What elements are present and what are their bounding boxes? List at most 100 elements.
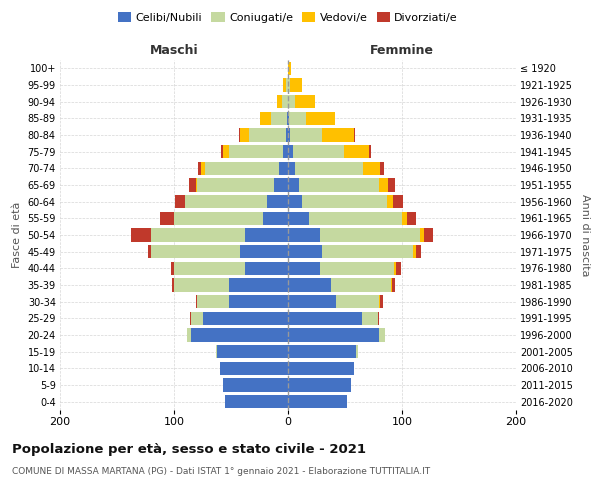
Bar xyxy=(308,212,402,225)
Bar xyxy=(288,162,295,175)
Bar xyxy=(174,212,263,225)
Bar xyxy=(286,78,288,92)
Bar xyxy=(413,245,416,258)
Bar xyxy=(306,112,335,125)
Bar xyxy=(226,395,288,408)
Bar xyxy=(263,212,288,225)
Bar xyxy=(202,162,205,175)
Bar xyxy=(416,245,421,258)
Bar xyxy=(283,95,288,108)
Bar xyxy=(197,295,229,308)
Bar xyxy=(322,245,413,258)
Bar xyxy=(394,262,396,275)
Bar xyxy=(174,262,245,275)
Bar xyxy=(293,145,344,158)
Bar xyxy=(393,195,403,208)
Bar xyxy=(331,278,391,291)
Bar xyxy=(379,178,388,192)
Bar xyxy=(420,228,424,241)
Bar xyxy=(344,145,369,158)
Bar xyxy=(288,228,320,241)
Bar xyxy=(288,362,354,375)
Bar xyxy=(379,328,385,342)
Bar xyxy=(240,128,249,141)
Bar xyxy=(223,378,288,392)
Bar xyxy=(320,228,420,241)
Bar xyxy=(271,112,287,125)
Bar xyxy=(288,145,293,158)
Text: Femmine: Femmine xyxy=(370,44,434,57)
Legend: Celibi/Nubili, Coniugati/e, Vedovi/e, Divorziati/e: Celibi/Nubili, Coniugati/e, Vedovi/e, Di… xyxy=(113,8,463,28)
Bar xyxy=(378,312,379,325)
Bar xyxy=(320,262,394,275)
Bar xyxy=(302,195,387,208)
Bar xyxy=(189,178,196,192)
Bar xyxy=(289,112,306,125)
Text: Maschi: Maschi xyxy=(149,44,199,57)
Bar xyxy=(288,95,295,108)
Bar xyxy=(205,162,279,175)
Bar xyxy=(407,212,416,225)
Bar xyxy=(380,295,383,308)
Bar xyxy=(170,262,174,275)
Bar xyxy=(356,345,358,358)
Y-axis label: Anni di nascita: Anni di nascita xyxy=(580,194,590,276)
Bar xyxy=(286,128,288,141)
Bar xyxy=(260,112,271,125)
Bar xyxy=(174,278,229,291)
Bar xyxy=(239,128,240,141)
Bar xyxy=(197,178,274,192)
Bar xyxy=(362,312,378,325)
Bar xyxy=(392,278,395,291)
Bar xyxy=(151,245,240,258)
Bar xyxy=(288,295,336,308)
Text: COMUNE DI MASSA MARTANA (PG) - Dati ISTAT 1° gennaio 2021 - Elaborazione TUTTITA: COMUNE DI MASSA MARTANA (PG) - Dati ISTA… xyxy=(12,468,430,476)
Bar xyxy=(196,178,197,192)
Bar xyxy=(288,262,320,275)
Bar xyxy=(288,345,356,358)
Bar xyxy=(190,312,191,325)
Bar xyxy=(288,278,331,291)
Bar xyxy=(187,328,191,342)
Bar xyxy=(191,328,288,342)
Bar xyxy=(379,295,380,308)
Bar xyxy=(151,228,245,241)
Bar xyxy=(288,62,292,75)
Bar xyxy=(221,145,223,158)
Bar xyxy=(288,195,302,208)
Bar xyxy=(283,78,286,92)
Bar xyxy=(277,95,283,108)
Bar xyxy=(354,128,355,141)
Bar xyxy=(322,128,354,141)
Bar xyxy=(402,212,407,225)
Bar xyxy=(198,162,202,175)
Bar xyxy=(397,262,401,275)
Bar xyxy=(229,278,288,291)
Bar xyxy=(287,112,288,125)
Bar xyxy=(283,145,288,158)
Text: Popolazione per età, sesso e stato civile - 2021: Popolazione per età, sesso e stato civil… xyxy=(12,442,366,456)
Bar xyxy=(391,278,392,291)
Bar xyxy=(363,162,380,175)
Bar xyxy=(288,212,308,225)
Bar xyxy=(288,395,347,408)
Bar xyxy=(240,245,288,258)
Bar xyxy=(290,128,322,141)
Bar xyxy=(288,328,379,342)
Bar xyxy=(196,295,197,308)
Bar xyxy=(160,212,174,225)
Bar xyxy=(290,78,302,92)
Bar xyxy=(148,245,151,258)
Bar xyxy=(288,378,350,392)
Bar xyxy=(288,128,290,141)
Bar xyxy=(223,145,229,158)
Bar xyxy=(203,312,288,325)
Bar xyxy=(172,278,174,291)
Bar xyxy=(229,295,288,308)
Bar xyxy=(369,145,371,158)
Bar xyxy=(185,195,268,208)
Bar xyxy=(245,228,288,241)
Bar xyxy=(279,162,288,175)
Bar xyxy=(268,195,288,208)
Bar xyxy=(245,262,288,275)
